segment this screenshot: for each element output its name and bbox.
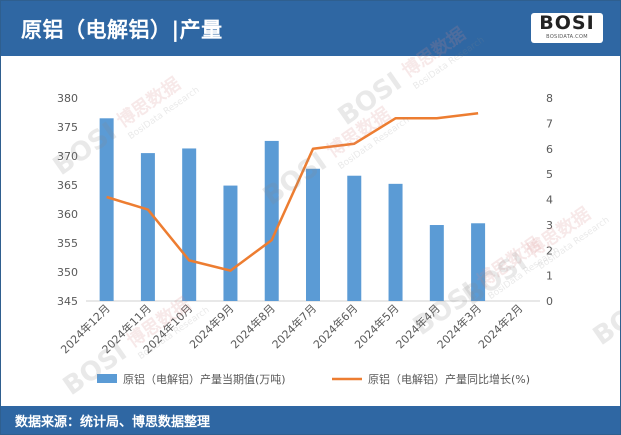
y-right-tick-label: 0 (546, 295, 553, 308)
logo-subtext: BOSIDATA.COM (546, 34, 588, 40)
bar (99, 118, 114, 301)
y-left-tick-label: 365 (57, 179, 78, 192)
bar (471, 223, 486, 301)
legend-bar-label: 原铝（电解铝）产量当期值(万吨) (123, 372, 286, 386)
logo-text: BOSI (539, 12, 595, 34)
header-bar: 原铝（电解铝）|产量 BOSI BOSIDATA.COM (1, 1, 620, 56)
x-tick-label: 2024年2月 (475, 301, 525, 351)
bar (347, 175, 362, 301)
data-source-text: 数据来源：统计局、博思数据整理 (15, 415, 211, 430)
bar (306, 168, 320, 301)
y-left-tick-label: 375 (57, 121, 78, 134)
legend-line-label: 原铝（电解铝）产量同比增长(%) (368, 372, 530, 386)
y-left-tick-label: 345 (57, 295, 78, 308)
y-left-tick-label: 355 (57, 237, 78, 250)
y-right-tick-label: 5 (546, 168, 553, 181)
bosi-logo: BOSI BOSIDATA.COM (531, 13, 603, 43)
y-right-tick-label: 7 (546, 117, 553, 130)
y-right-tick-label: 4 (546, 194, 553, 207)
bar (223, 185, 238, 301)
bar (429, 225, 444, 301)
bar (182, 148, 197, 301)
y-left-tick-label: 360 (57, 208, 78, 221)
chart-area: 3453503553603653703753800123456782024年12… (57, 92, 553, 386)
growth-line (106, 111, 479, 272)
page-title: 原铝（电解铝）|产量 (21, 18, 223, 42)
y-right-tick-label: 8 (546, 92, 553, 105)
y-left-tick-label: 350 (57, 266, 78, 279)
y-left-tick-label: 380 (57, 92, 78, 105)
y-right-tick-label: 1 (546, 270, 553, 283)
y-right-tick-label: 3 (546, 219, 553, 232)
bar (264, 140, 279, 301)
bar (388, 183, 403, 301)
legend-bar-swatch (97, 374, 117, 383)
y-left-tick-label: 370 (57, 150, 78, 163)
y-right-tick-label: 2 (546, 244, 553, 257)
bar (140, 153, 155, 301)
y-right-tick-label: 6 (546, 143, 553, 156)
footer-bar: 数据来源：统计局、博思数据整理 (1, 406, 620, 434)
